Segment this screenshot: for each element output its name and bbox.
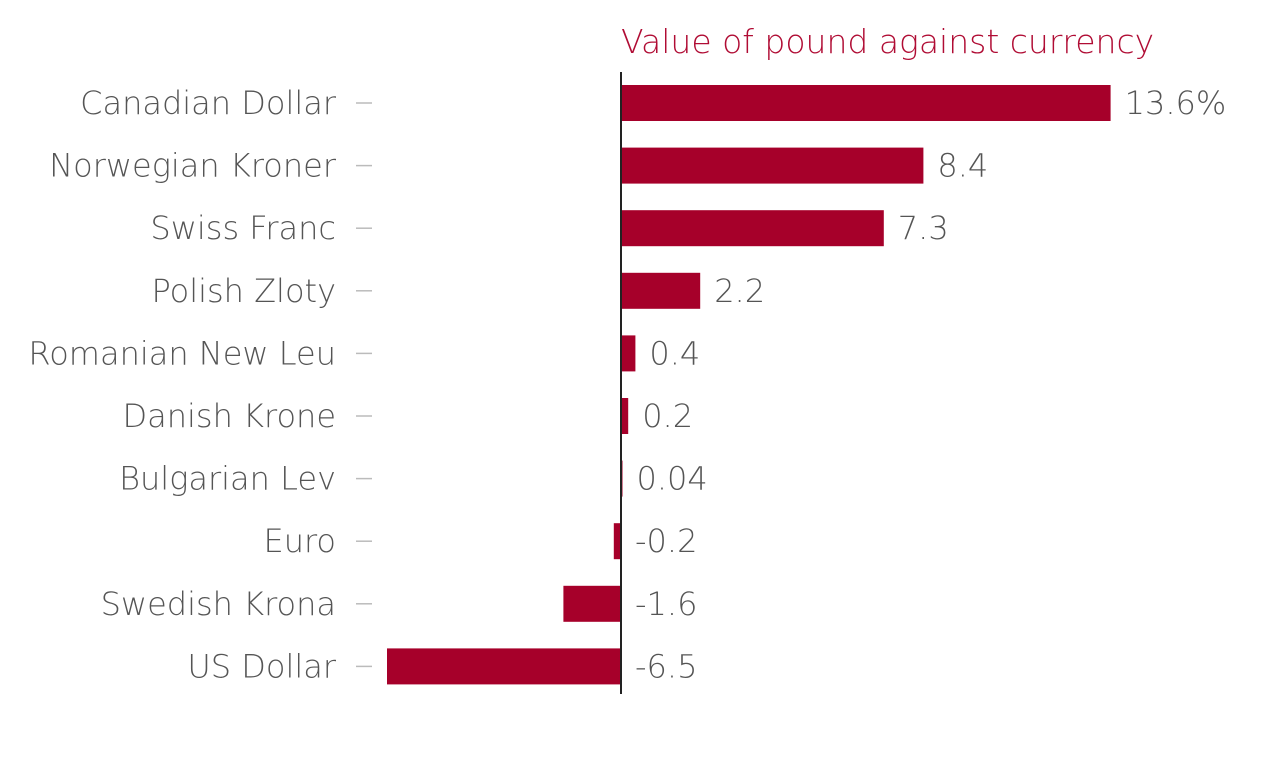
value-label-polish-zloty: 2.2 xyxy=(714,272,765,310)
value-label-canadian-dollar: 13.6% xyxy=(1125,84,1227,122)
value-label-us-dollar: -6.5 xyxy=(635,647,697,685)
value-label-romanian-new-leu: 0.4 xyxy=(649,334,700,372)
value-label-swiss-franc: 7.3 xyxy=(898,209,949,247)
bar-swiss-franc xyxy=(621,210,884,247)
category-label-us-dollar: US Dollar xyxy=(187,647,337,685)
category-label-danish-krone: Danish Krone xyxy=(122,397,336,435)
bar-canadian-dollar xyxy=(621,85,1111,121)
value-label-norwegian-kroner: 8.4 xyxy=(937,147,988,185)
category-label-norwegian-kroner: Norwegian Kroner xyxy=(49,147,337,185)
category-labels: Canadian Dollar Norwegian Kroner Swiss Fra… xyxy=(28,84,336,685)
category-label-romanian-new-leu: Romanian New Leu xyxy=(28,334,336,372)
value-label-bulgarian-lev: 0.04 xyxy=(637,460,708,498)
bar-norwegian-kroner xyxy=(621,147,924,184)
category-label-canadian-dollar: Canadian Dollar xyxy=(80,84,337,122)
category-label-polish-zloty: Polish Zloty xyxy=(151,272,336,310)
value-label-swedish-krona: -1.6 xyxy=(635,585,697,623)
chart-title: Value of pound against currency xyxy=(621,22,1154,61)
category-label-euro: Euro xyxy=(263,522,336,560)
bar-euro xyxy=(613,523,621,560)
bar-polish-zloty xyxy=(621,272,701,309)
bar-danish-krone xyxy=(621,398,629,434)
bar-swedish-krona xyxy=(563,585,621,622)
value-labels: 13.6% 8.4 7.3 2.2 0.4 0.2 0.04 -0.2 -1.6 -6.5 xyxy=(635,84,1226,685)
category-ticks xyxy=(356,102,372,668)
bar-us-dollar xyxy=(387,648,621,685)
value-label-euro: -0.2 xyxy=(635,522,697,560)
category-label-swiss-franc: Swiss Franc xyxy=(150,209,336,247)
bar-romanian-new-leu xyxy=(621,335,636,372)
value-label-danish-krone: 0.2 xyxy=(642,397,693,435)
category-label-bulgarian-lev: Bulgarian Lev xyxy=(119,460,336,498)
bars xyxy=(387,85,1111,685)
category-label-swedish-krona: Swedish Krona xyxy=(101,585,336,623)
